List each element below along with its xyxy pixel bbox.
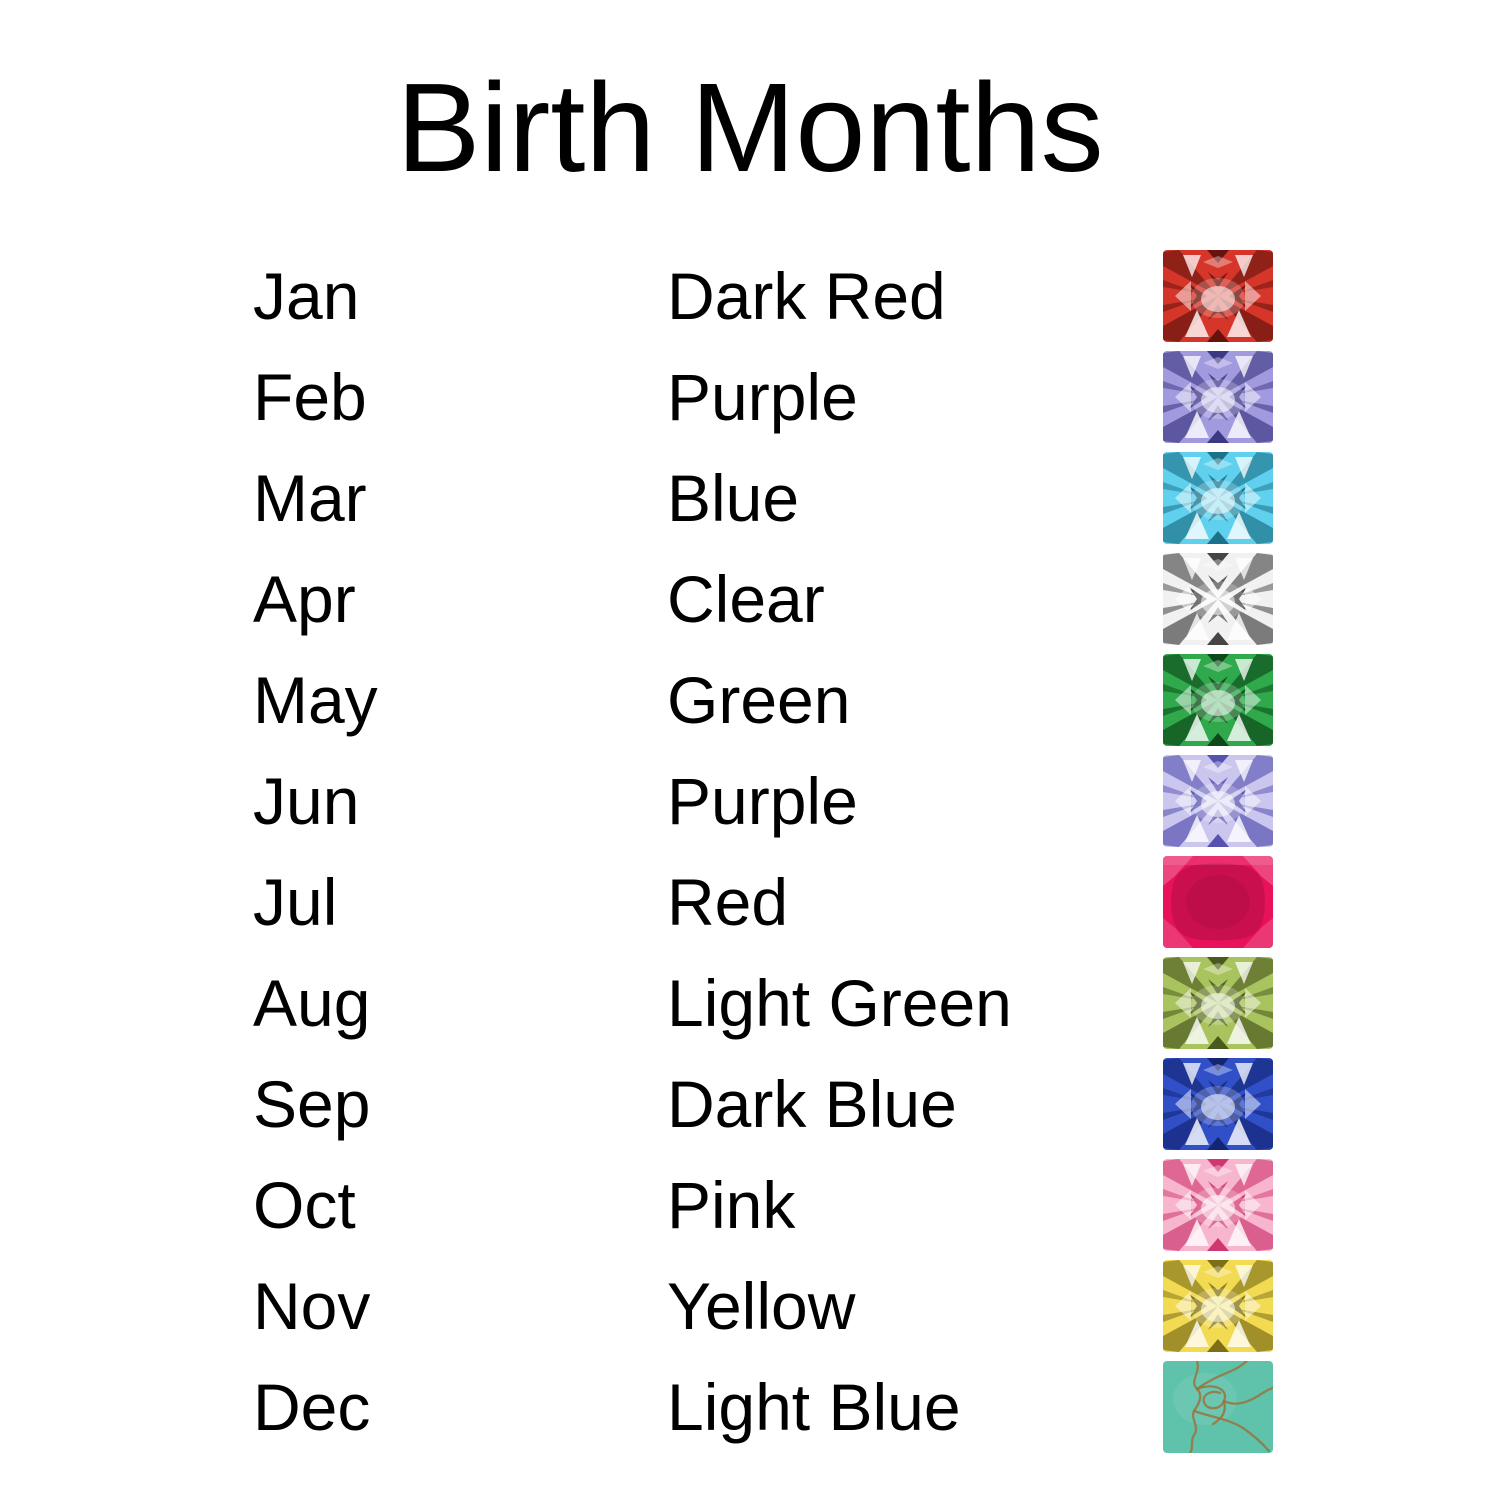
color-label: Yellow <box>667 1268 856 1343</box>
month-label: Jan <box>253 258 360 333</box>
table-row-mar: Mar Blue <box>0 447 1500 548</box>
table-row-feb: Feb Purple <box>0 346 1500 447</box>
month-label: Dec <box>253 1369 371 1444</box>
gemstone-image <box>1163 653 1273 746</box>
gemstone-image <box>1163 552 1273 645</box>
table-row-oct: Oct Pink <box>0 1154 1500 1255</box>
table-row-nov: Nov Yellow <box>0 1255 1500 1356</box>
gemstone-image <box>1163 1360 1273 1453</box>
month-label: Jul <box>253 864 338 939</box>
month-label: Apr <box>253 561 356 636</box>
table-row-may: May Green <box>0 649 1500 750</box>
color-label: Green <box>667 662 851 737</box>
month-label: Oct <box>253 1167 356 1242</box>
gemstone-image <box>1163 1057 1273 1150</box>
color-label: Clear <box>667 561 825 636</box>
color-label: Light Green <box>667 965 1012 1040</box>
gemstone-image <box>1163 754 1273 847</box>
month-label: Nov <box>253 1268 371 1343</box>
birthstone-table: Jan Dark Red Feb Purple Mar Blue Apr Cle… <box>0 245 1500 1457</box>
gemstone-image <box>1163 855 1273 948</box>
gemstone-image <box>1163 1158 1273 1251</box>
table-row-aug: Aug Light Green <box>0 952 1500 1053</box>
page-title: Birth Months <box>396 57 1104 198</box>
color-label: Pink <box>667 1167 796 1242</box>
gemstone-image <box>1163 956 1273 1049</box>
table-row-sep: Sep Dark Blue <box>0 1053 1500 1154</box>
month-label: Mar <box>253 460 367 535</box>
table-row-jul: Jul Red <box>0 851 1500 952</box>
color-label: Dark Red <box>667 258 946 333</box>
color-label: Purple <box>667 359 858 434</box>
color-label: Red <box>667 864 789 939</box>
color-label: Light Blue <box>667 1369 961 1444</box>
color-label: Dark Blue <box>667 1066 957 1141</box>
gemstone-image <box>1163 451 1273 544</box>
gemstone-image <box>1163 350 1273 443</box>
color-label: Blue <box>667 460 800 535</box>
gemstone-image <box>1163 249 1273 342</box>
month-label: May <box>253 662 378 737</box>
gemstone-image <box>1163 1259 1273 1352</box>
month-label: Sep <box>253 1066 371 1141</box>
month-label: Jun <box>253 763 360 838</box>
table-row-apr: Apr Clear <box>0 548 1500 649</box>
month-label: Feb <box>253 359 367 434</box>
month-label: Aug <box>253 965 371 1040</box>
table-row-jan: Jan Dark Red <box>0 245 1500 346</box>
table-row-dec: Dec Light Blue <box>0 1356 1500 1457</box>
table-row-jun: Jun Purple <box>0 750 1500 851</box>
color-label: Purple <box>667 763 858 838</box>
